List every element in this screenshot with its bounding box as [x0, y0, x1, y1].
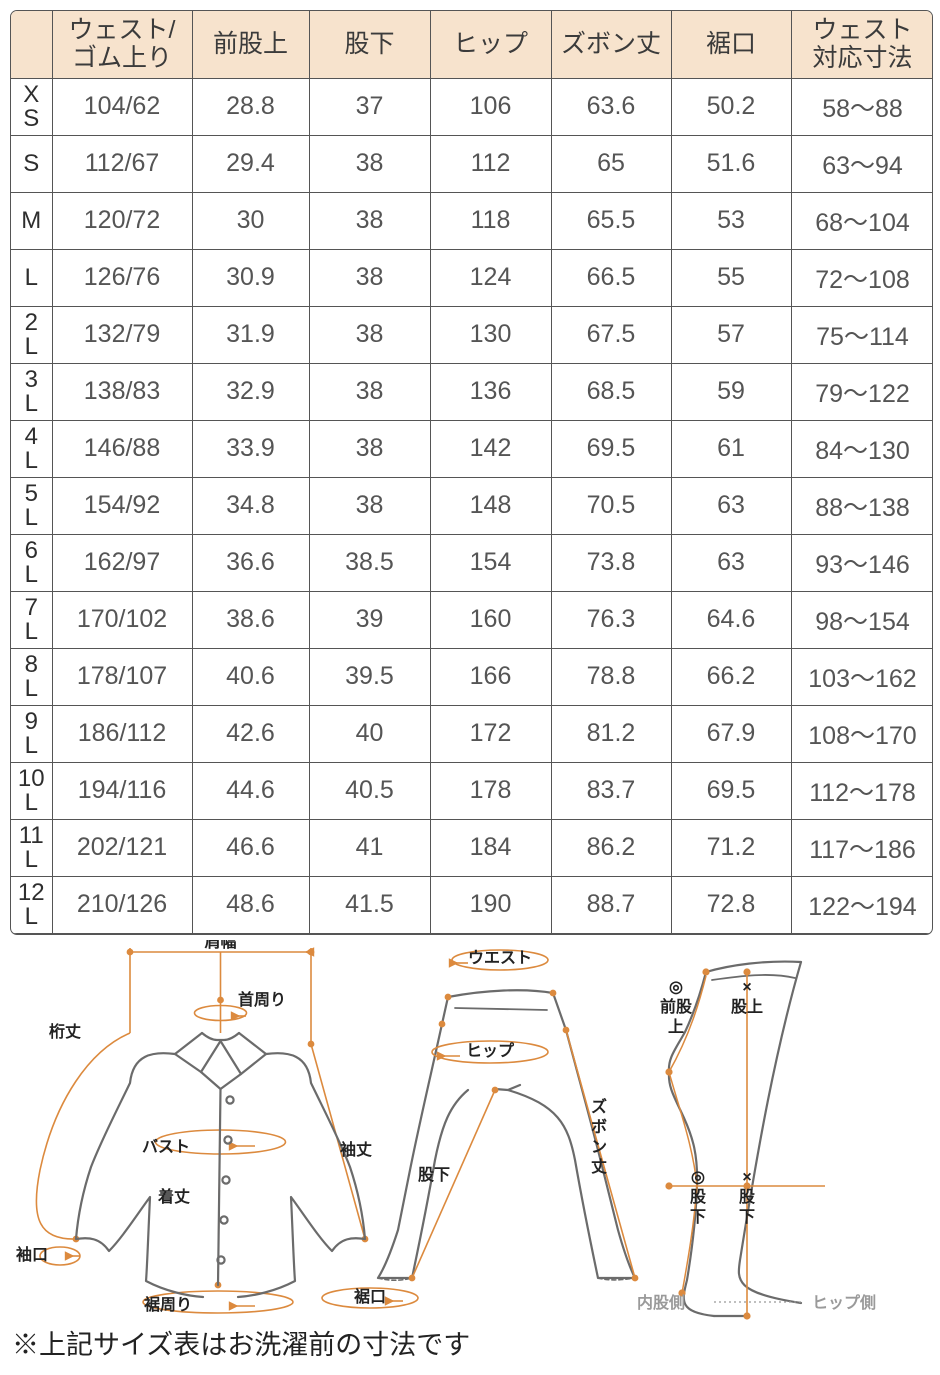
svg-text:股: 股 — [739, 1188, 756, 1206]
svg-text:前股: 前股 — [660, 997, 693, 1016]
svg-text:ン: ン — [591, 1139, 607, 1156]
svg-text:桁丈: 桁丈 — [49, 1022, 81, 1041]
svg-text:バスト: バスト — [142, 1138, 190, 1156]
svg-text:下: 下 — [690, 1209, 706, 1226]
svg-text:裾口: 裾口 — [354, 1287, 386, 1306]
svg-text:下: 下 — [739, 1209, 755, 1226]
svg-text:内股側: 内股側 — [637, 1293, 685, 1312]
svg-text:袖丈: 袖丈 — [340, 1140, 372, 1159]
svg-text:股: 股 — [690, 1188, 707, 1206]
svg-text:裾周り: 裾周り — [144, 1295, 192, 1314]
svg-text:首周り: 首周り — [238, 990, 286, 1009]
svg-text:肩幅: 肩幅 — [204, 940, 236, 951]
svg-text:袖口: 袖口 — [16, 1245, 48, 1264]
svg-text:丈: 丈 — [591, 1158, 607, 1176]
svg-text:×: × — [742, 979, 751, 996]
svg-text:ボ: ボ — [591, 1118, 607, 1136]
svg-text:ウエスト: ウエスト — [468, 949, 532, 967]
svg-text:ズ: ズ — [591, 1097, 607, 1116]
svg-text:股下: 股下 — [418, 1166, 450, 1184]
svg-text:×: × — [742, 1169, 751, 1186]
svg-text:ヒップ側: ヒップ側 — [812, 1293, 876, 1312]
svg-text:◎: ◎ — [691, 1169, 705, 1186]
svg-text:股上: 股上 — [731, 998, 763, 1016]
svg-text:◎: ◎ — [669, 979, 683, 996]
svg-text:上: 上 — [668, 1018, 684, 1036]
svg-text:着丈: 着丈 — [157, 1187, 190, 1206]
svg-text:ヒップ: ヒップ — [466, 1041, 515, 1060]
